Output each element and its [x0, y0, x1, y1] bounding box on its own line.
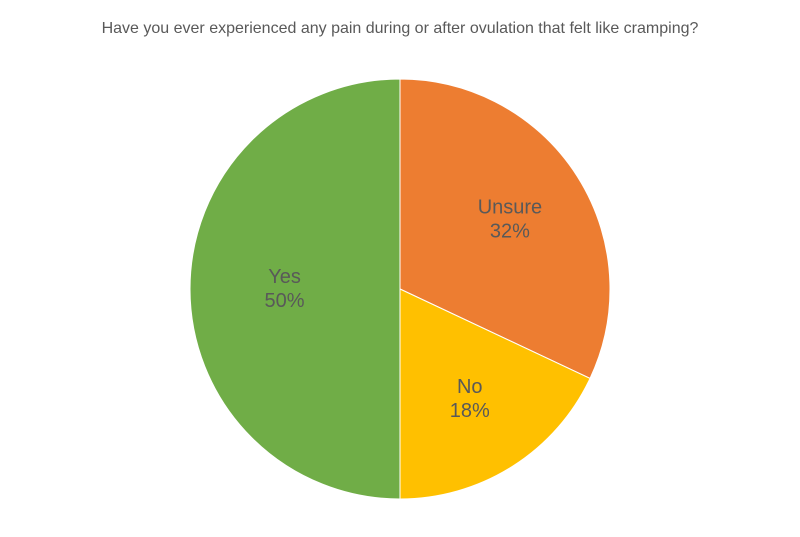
pie-chart: Unsure32% No18% Yes50% — [0, 60, 800, 517]
slice-label-value: 50% — [264, 290, 304, 312]
slice-label-name: No — [457, 375, 483, 397]
pie-svg: Unsure32% No18% Yes50% — [170, 59, 630, 519]
slice-label-name: Unsure — [478, 196, 542, 218]
slice-label-name: Yes — [268, 266, 301, 288]
slice-label-value: 32% — [490, 220, 530, 242]
pie-slice — [190, 79, 400, 499]
chart-container: Have you ever experienced any pain durin… — [0, 0, 800, 537]
chart-title: Have you ever experienced any pain durin… — [0, 20, 800, 38]
slice-label-value: 18% — [450, 399, 490, 421]
